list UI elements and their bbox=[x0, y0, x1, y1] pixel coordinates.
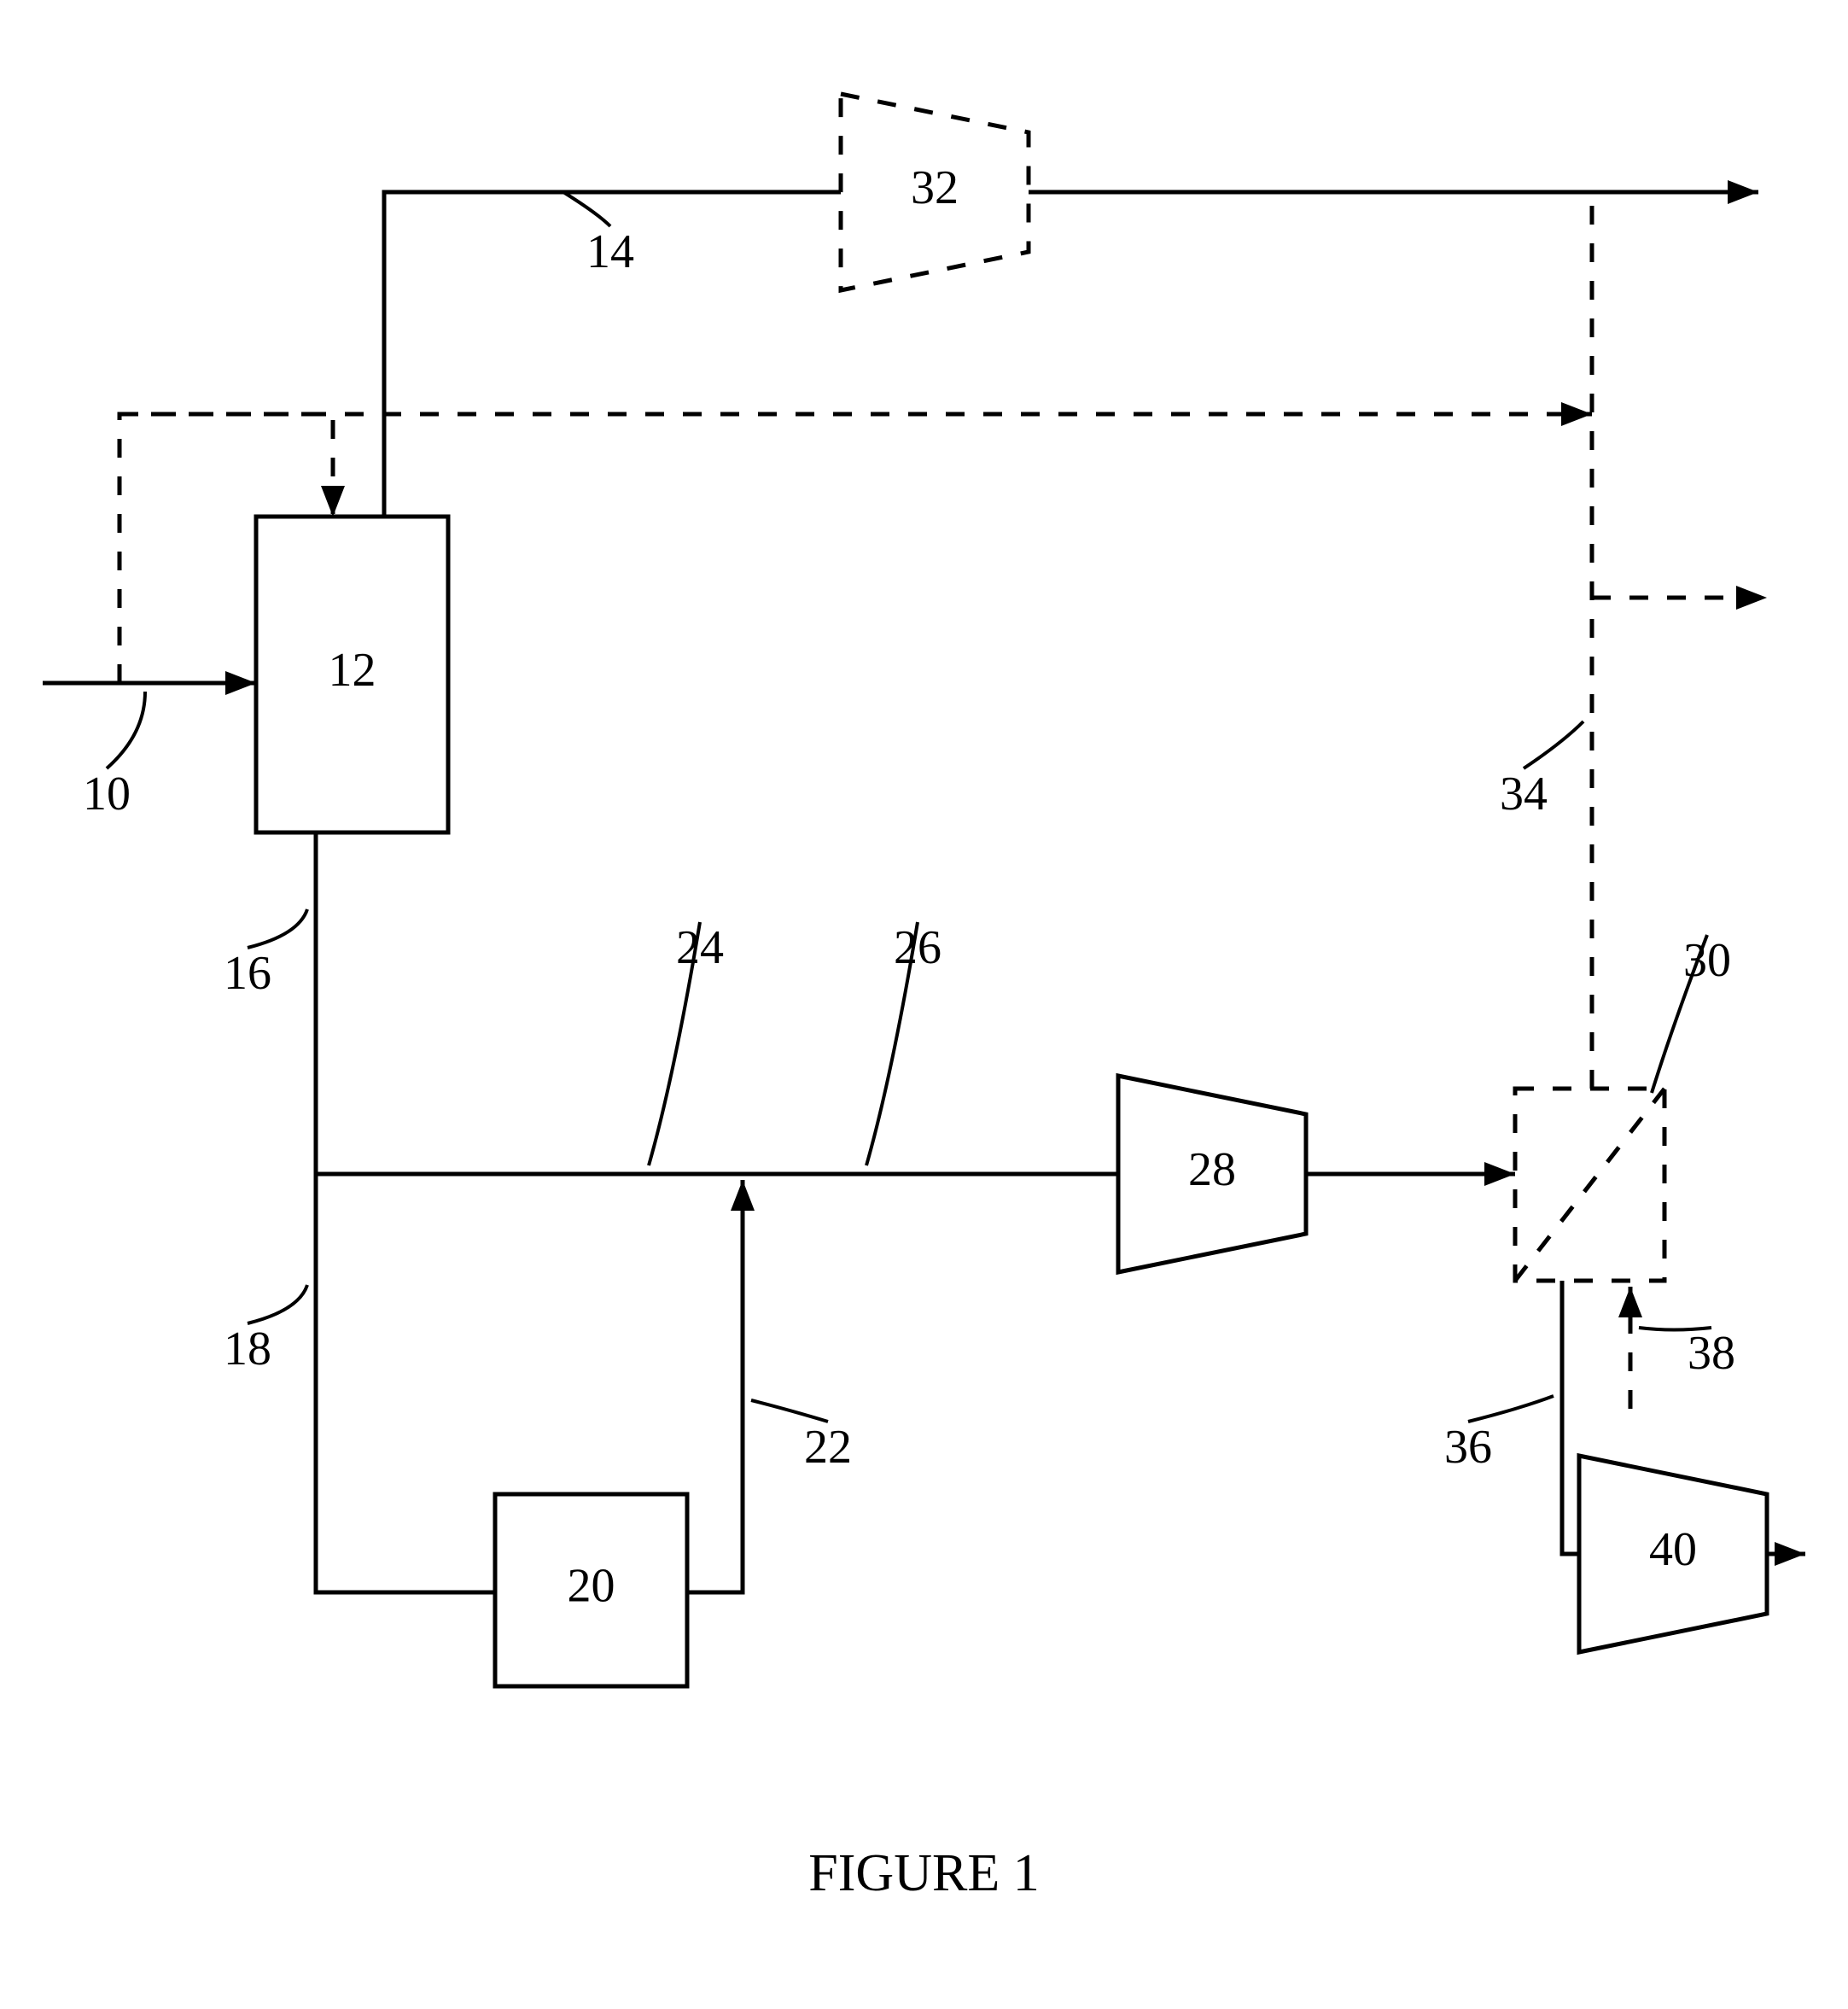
figure-caption: FIGURE 1 bbox=[808, 1844, 1039, 1902]
ref-num-14: 14 bbox=[586, 225, 634, 278]
figure-container: 12 20 28 32 40 10 14 16 18 22 24 26 30 34 36 38 FIGURE 1 bbox=[0, 0, 1848, 2009]
arrowhead-icon bbox=[321, 486, 345, 517]
node-label-n20: 20 bbox=[568, 1559, 615, 1612]
node-label-n32: 32 bbox=[911, 161, 959, 214]
arrowhead-icon bbox=[1736, 586, 1767, 610]
leader-10 bbox=[107, 692, 145, 768]
ref-num-34: 34 bbox=[1500, 768, 1548, 821]
figure-svg: 12 20 28 32 40 10 14 16 18 22 24 26 30 34 36 38 FIGURE 1 bbox=[0, 0, 1848, 2009]
arrowhead-icon bbox=[1775, 1542, 1805, 1566]
ref-num-30: 30 bbox=[1683, 934, 1731, 987]
leader-14 bbox=[563, 192, 610, 226]
arrowhead-icon bbox=[731, 1180, 755, 1211]
node-label-n40: 40 bbox=[1649, 1523, 1697, 1576]
ref-num-16: 16 bbox=[224, 947, 271, 1000]
ref-num-26: 26 bbox=[894, 921, 941, 974]
leader-18 bbox=[248, 1285, 307, 1323]
edge-e22 bbox=[687, 1180, 743, 1592]
arrowhead-icon bbox=[1618, 1287, 1642, 1317]
edge-e36 bbox=[1562, 1281, 1579, 1554]
leader-22 bbox=[751, 1400, 828, 1422]
ref-num-22: 22 bbox=[804, 1421, 852, 1474]
ref-num-18: 18 bbox=[224, 1323, 271, 1375]
arrowhead-icon bbox=[1561, 402, 1592, 426]
leader-34 bbox=[1524, 721, 1583, 768]
leader-36 bbox=[1468, 1396, 1554, 1422]
leader-16 bbox=[248, 909, 307, 948]
arrowhead-icon bbox=[1728, 180, 1758, 204]
ref-num-24: 24 bbox=[676, 921, 724, 974]
arrowhead-icon bbox=[1484, 1162, 1515, 1186]
edge-e16 bbox=[316, 832, 495, 1592]
node-label-n12: 12 bbox=[329, 644, 376, 697]
ref-num-38: 38 bbox=[1688, 1327, 1735, 1380]
arrowhead-icon bbox=[225, 671, 256, 695]
node-label-n28: 28 bbox=[1188, 1143, 1236, 1196]
ref-num-36: 36 bbox=[1444, 1421, 1492, 1474]
ref-num-10: 10 bbox=[83, 768, 131, 821]
